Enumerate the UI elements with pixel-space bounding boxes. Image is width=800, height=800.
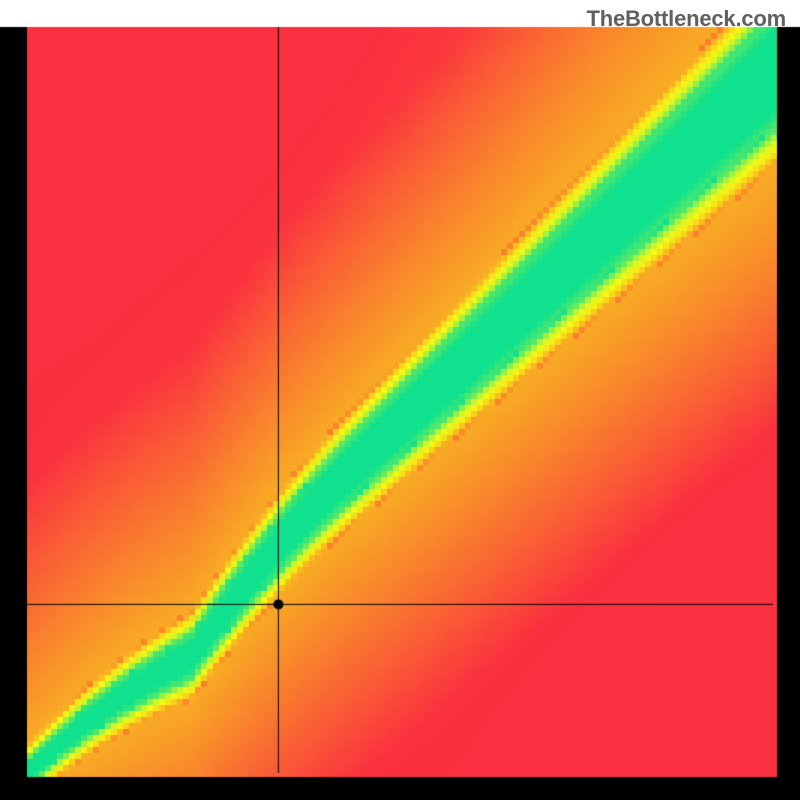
chart-container: TheBottleneck.com bbox=[0, 0, 800, 800]
bottleneck-heatmap-canvas bbox=[0, 0, 800, 800]
watermark-text: TheBottleneck.com bbox=[586, 6, 786, 32]
